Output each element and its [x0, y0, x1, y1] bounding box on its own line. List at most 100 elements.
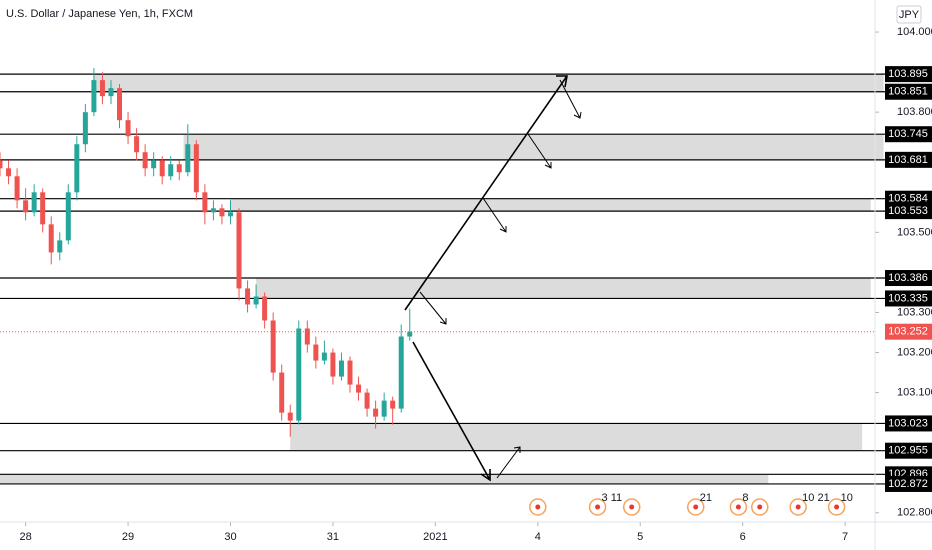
- event-dot: [834, 504, 840, 510]
- candle-body: [210, 208, 216, 213]
- candle-body: [347, 360, 353, 385]
- level-box: [885, 151, 932, 168]
- candle-body: [99, 80, 105, 97]
- level-box: [885, 270, 932, 287]
- x-tick-label: 6: [740, 531, 746, 543]
- candle-body: [31, 192, 37, 213]
- event-dot: [795, 504, 801, 510]
- candle-body: [287, 412, 293, 421]
- candle-body: [151, 160, 157, 169]
- candle-body: [159, 160, 165, 177]
- candle-body: [57, 240, 63, 253]
- x-tick-label: 7: [842, 531, 848, 543]
- candle-body: [6, 168, 12, 177]
- event-label: 21: [700, 492, 712, 504]
- arrow-small: [496, 446, 521, 479]
- level-box: [885, 442, 932, 459]
- zone: [290, 423, 863, 451]
- y-tick-label: 103.500: [897, 226, 932, 238]
- last-price-box: [885, 323, 932, 340]
- event-dot: [757, 504, 763, 510]
- level-box: [885, 290, 932, 307]
- level-box: [885, 190, 932, 207]
- level-label: 103.584: [888, 193, 928, 205]
- candle-body: [390, 400, 396, 409]
- level-box: [885, 66, 932, 83]
- candle-body: [40, 192, 46, 225]
- candle-body: [142, 152, 148, 169]
- candle-body: [125, 120, 131, 137]
- zone: [230, 198, 871, 212]
- candle-body: [262, 296, 268, 321]
- candle-body: [304, 328, 310, 345]
- candle-body: [14, 176, 20, 201]
- y-tick-label: 103.200: [897, 346, 932, 358]
- candle-body: [338, 360, 344, 377]
- candle-body: [0, 160, 3, 169]
- event[interactable]: 21: [686, 492, 712, 516]
- candle-body: [296, 328, 302, 421]
- event-dot: [535, 504, 541, 510]
- candle-body: [321, 352, 327, 361]
- level-label: 103.386: [888, 272, 928, 284]
- level-label: 103.023: [888, 417, 928, 429]
- candle-body: [48, 224, 54, 253]
- x-tick-label: 5: [637, 531, 643, 543]
- last-price-label: 103.252: [888, 326, 928, 338]
- event[interactable]: 10: [827, 492, 853, 516]
- event-label: 3 11: [602, 492, 623, 504]
- candle-body: [65, 192, 71, 241]
- event[interactable]: 8: [729, 492, 749, 516]
- candle-body: [356, 384, 362, 393]
- x-tick-label: 31: [327, 531, 339, 543]
- level-label: 103.335: [888, 292, 928, 304]
- arrow-up: [404, 75, 568, 311]
- candle-body: [373, 408, 379, 417]
- level-box: [885, 475, 932, 492]
- candle-body: [381, 400, 387, 417]
- candle-body: [82, 112, 88, 145]
- candle-body: [185, 144, 191, 173]
- event[interactable]: 3 11: [588, 492, 623, 516]
- level-label: 103.851: [888, 86, 928, 98]
- level-box: [885, 203, 932, 220]
- y-tick-label: 103.100: [897, 387, 932, 399]
- candle-body: [330, 352, 336, 377]
- currency-box[interactable]: [896, 5, 922, 24]
- arrow-small: [527, 133, 552, 169]
- event-label: 10 21: [802, 492, 830, 504]
- candle-body: [108, 88, 114, 97]
- candle-body: [236, 212, 242, 289]
- event-dot: [629, 504, 635, 510]
- event[interactable]: [751, 498, 769, 516]
- candle-body: [117, 88, 123, 121]
- event[interactable]: [529, 498, 547, 516]
- candle-body: [279, 372, 285, 413]
- candle-body: [245, 288, 251, 305]
- y-tick-label: 103.800: [897, 106, 932, 118]
- event[interactable]: 10 21: [789, 492, 830, 516]
- arrows: [404, 75, 582, 482]
- candle-body: [219, 208, 225, 217]
- candle-body: [253, 296, 259, 305]
- level-box: [885, 126, 932, 143]
- x-tick-label: 4: [535, 531, 541, 543]
- event[interactable]: [622, 498, 641, 516]
- x-tick-label: 29: [122, 531, 134, 543]
- candle-body: [227, 212, 233, 217]
- candle-body: [74, 144, 80, 193]
- level-label: 102.955: [888, 445, 928, 457]
- candle-body: [168, 164, 174, 177]
- y-tick-label: 104.000: [897, 26, 932, 38]
- level-label: 102.872: [888, 478, 928, 490]
- zone: [183, 134, 884, 160]
- candle-body: [398, 336, 404, 409]
- level-label: 103.553: [888, 205, 928, 217]
- x-tick-label: 28: [19, 531, 31, 543]
- chart-title: U.S. Dollar / Japanese Yen, 1h, FXCM: [6, 8, 193, 20]
- candle-body: [313, 344, 319, 361]
- event-dot: [735, 504, 741, 510]
- arrow-down: [412, 341, 491, 482]
- candle-body: [364, 392, 370, 409]
